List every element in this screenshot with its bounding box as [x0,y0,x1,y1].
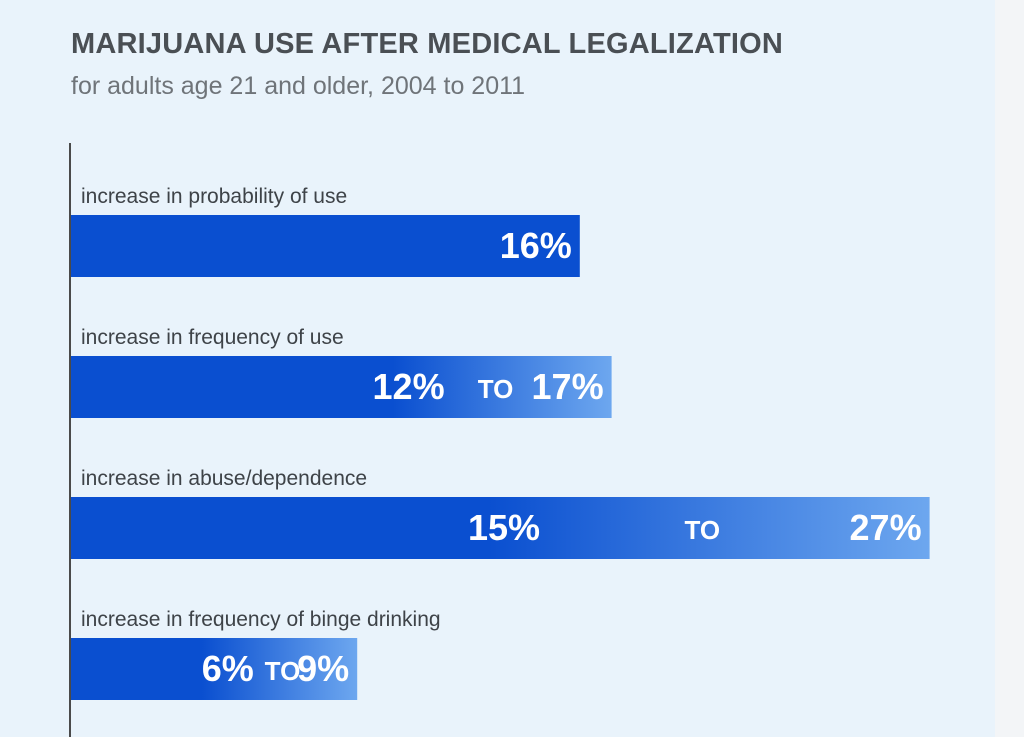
chart-panel: MARIJUANA USE AFTER MEDICAL LEGALIZATION… [69,28,930,737]
bar [71,638,358,700]
chart-subtitle: for adults age 21 and older, 2004 to 201… [71,72,526,100]
bar [71,215,580,277]
range-connector-label: TO [684,515,720,545]
range-connector-label: TO [478,374,514,404]
bar [71,497,930,559]
range-connector-label: TO [265,656,301,686]
category-label: increase in frequency of binge drinking [81,608,441,631]
value-label-low: 12% [373,366,445,407]
category-label: increase in probability of use [81,185,347,208]
bar-chart: increase in probability of use 16% increas… [71,185,930,700]
y-axis-line [69,143,71,737]
value-label-high: 9% [297,648,349,689]
value-label-high: 27% [850,507,922,548]
chart-title: MARIJUANA USE AFTER MEDICAL LEGALIZATION [71,28,784,60]
category-label: increase in abuse/dependence [81,467,367,490]
value-label: 16% [500,225,572,266]
value-label-high: 17% [532,366,604,407]
value-label-low: 6% [202,648,254,689]
bar [71,356,612,418]
value-label-low: 15% [468,507,540,548]
category-label: increase in frequency of use [81,326,344,349]
